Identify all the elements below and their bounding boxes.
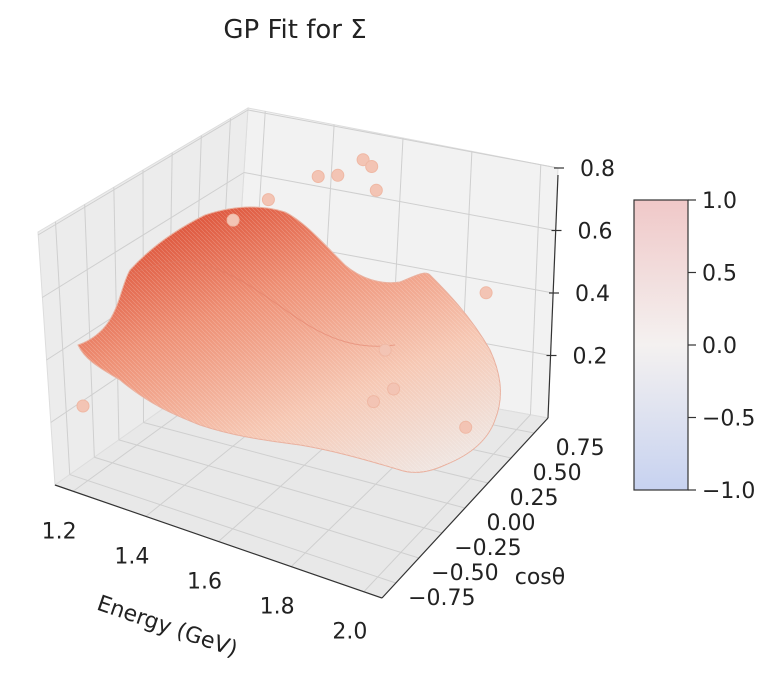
grid-line-left	[55, 221, 71, 475]
data-point	[378, 343, 392, 357]
data-point	[356, 153, 370, 167]
y-tick-label: 0.50	[533, 461, 582, 486]
data-point	[479, 286, 493, 300]
grid-line-z-back	[243, 172, 556, 231]
grid-line-z-left	[37, 109, 249, 236]
data-point	[459, 420, 473, 434]
chart-title: GP Fit for Σ	[223, 15, 366, 45]
gp-surface	[77, 206, 501, 473]
x-tick-label: 1.2	[42, 519, 77, 544]
data-point	[387, 382, 401, 396]
data-point	[311, 170, 325, 183]
grid-line-y	[69, 474, 396, 584]
data-point	[76, 399, 90, 413]
grid-line-z-back	[247, 109, 559, 169]
z-tick-label: 0.8	[580, 157, 615, 182]
colorbar-tick-label: −1.0	[702, 479, 755, 504]
grid-line-y	[94, 456, 420, 559]
y-tick-label: −0.75	[408, 586, 475, 611]
colorbar-ticks: 1.0 0.5 0.0 −0.5 −1.0	[688, 189, 755, 504]
grid-line-y	[118, 439, 443, 534]
y-tick-label: 0.25	[510, 486, 559, 511]
z-tick-label: 0.2	[573, 345, 608, 370]
y-tick-label: 0.00	[487, 511, 536, 536]
data-point	[369, 183, 383, 197]
colorbar: 1.0 0.5 0.0 −0.5 −1.0	[633, 189, 755, 504]
surface-ridge	[129, 261, 396, 347]
colorbar-tick-label: 1.0	[702, 189, 737, 214]
grid-line-y	[143, 422, 466, 509]
data-point	[367, 395, 380, 409]
y-axis-label: cosθ	[515, 565, 565, 590]
x-tick-label: 1.4	[114, 544, 149, 569]
z-tick-label: 0.6	[578, 220, 613, 245]
data-points	[76, 153, 493, 434]
colorbar-tick-label: −0.5	[702, 407, 755, 432]
data-point	[331, 168, 345, 182]
z-tick-label: 0.4	[575, 282, 610, 307]
colorbar-gradient	[633, 199, 689, 491]
grid-line-left	[84, 204, 95, 458]
y-axis-line	[381, 417, 549, 599]
data-point	[365, 160, 379, 173]
x-tick-label: 2.0	[332, 620, 367, 645]
x-tick-label: 1.6	[187, 570, 222, 595]
data-point	[226, 213, 240, 227]
data-point	[261, 193, 275, 207]
y-tick-label: −0.25	[454, 536, 521, 561]
colorbar-tick-label: 0.5	[702, 262, 737, 287]
grid-line-z-left	[41, 172, 245, 298]
y-tick-label: 0.75	[556, 436, 605, 461]
x-tick-label: 1.8	[260, 595, 295, 620]
y-tick-label: −0.50	[431, 561, 498, 586]
tick-labels: 1.21.41.61.82.0−0.75−0.50−0.250.000.250.…	[42, 157, 615, 645]
x-axis-line	[54, 484, 383, 599]
x-axis-label: Energy (GeV)	[94, 591, 241, 662]
z-axis-line	[547, 174, 559, 419]
colorbar-tick-label: 0.0	[702, 334, 737, 359]
surface-mesh-texture	[78, 207, 501, 473]
